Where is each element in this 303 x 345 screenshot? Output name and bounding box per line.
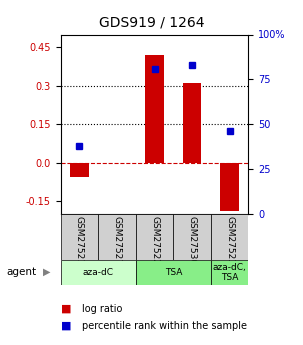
Bar [145, 55, 164, 162]
Text: GSM27523: GSM27523 [225, 216, 234, 265]
Bar [136, 214, 173, 260]
Bar [173, 214, 211, 260]
Bar [183, 83, 201, 162]
Text: GDS919 / 1264: GDS919 / 1264 [99, 16, 204, 29]
Text: aza-dC,
TSA: aza-dC, TSA [213, 263, 247, 282]
Text: ■: ■ [61, 304, 71, 314]
Bar [61, 214, 98, 260]
Text: percentile rank within the sample: percentile rank within the sample [82, 321, 247, 331]
Text: GSM27522: GSM27522 [150, 216, 159, 265]
Bar [61, 260, 136, 285]
Bar [211, 260, 248, 285]
Text: GSM27521: GSM27521 [75, 216, 84, 265]
Bar [70, 162, 89, 177]
Text: TSA: TSA [165, 268, 182, 277]
Text: agent: agent [6, 267, 36, 277]
Text: ▶: ▶ [42, 267, 50, 277]
Bar [211, 214, 248, 260]
Text: aza-dC: aza-dC [83, 268, 114, 277]
Text: GSM27530: GSM27530 [188, 216, 197, 265]
Bar [98, 214, 136, 260]
Text: GSM27527: GSM27527 [112, 216, 122, 265]
Text: ■: ■ [61, 321, 71, 331]
Bar [220, 162, 239, 211]
Text: log ratio: log ratio [82, 304, 122, 314]
Bar [136, 260, 211, 285]
